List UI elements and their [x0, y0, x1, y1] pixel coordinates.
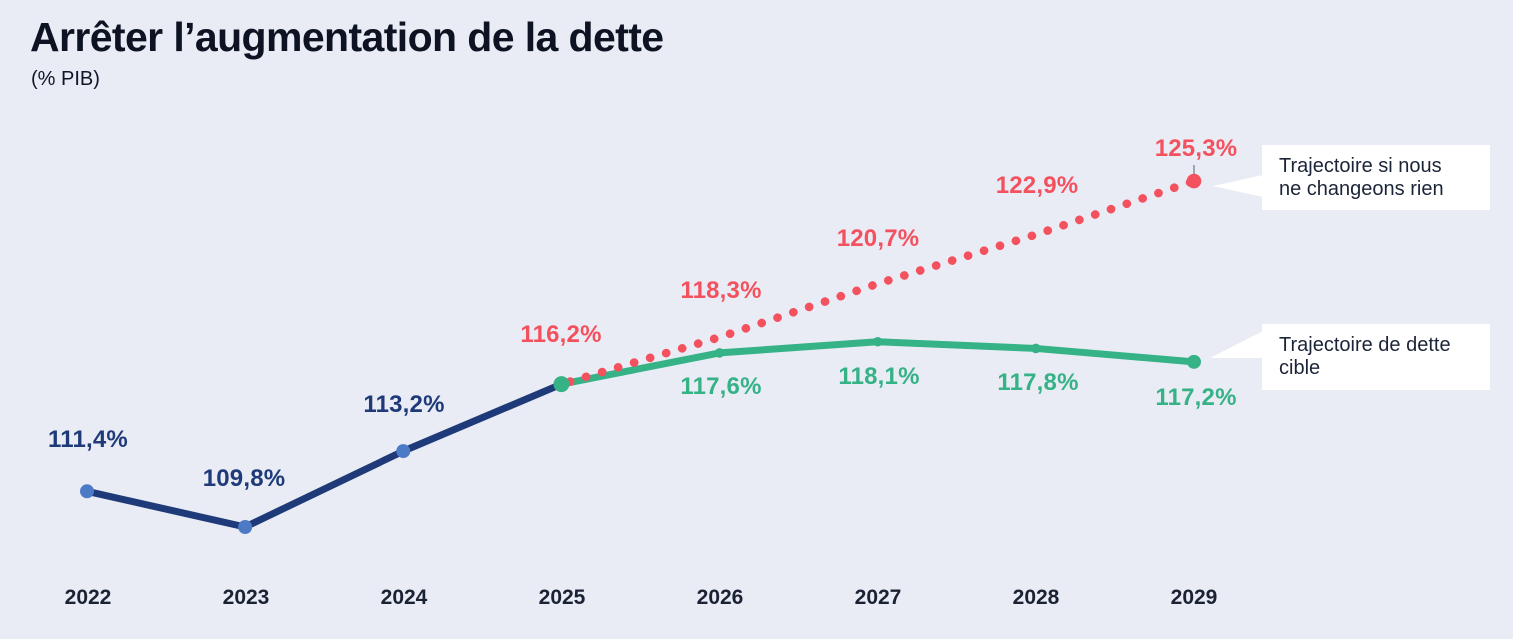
legend-callout-no-change: Trajectoire si nous ne changeons rien [1262, 145, 1490, 210]
legend-target-line2: cible [1279, 357, 1321, 379]
x-tick-2027: 2027 [854, 586, 902, 609]
x-tick-2026: 2026 [696, 586, 744, 609]
x-tick-2023: 2023 [222, 586, 270, 609]
x-tick-2029: 2029 [1170, 586, 1218, 609]
callout-tail-no-change [1213, 175, 1263, 197]
data-label-2024-historical: 113,2% [363, 391, 445, 418]
callout-tail-target [1210, 331, 1263, 358]
data-label-2029-no-change: 125,3% [1154, 135, 1238, 162]
legend-no-change-line2: ne changeons rien [1279, 177, 1444, 200]
x-tick-2022: 2022 [64, 586, 112, 609]
data-label-2026-target: 117,6% [680, 373, 762, 400]
x-tick-2025: 2025 [538, 586, 586, 609]
legend-target-line1: Trajectoire de dette [1279, 334, 1451, 356]
data-label-2028-target: 117,8% [997, 369, 1079, 396]
legend-no-change-line1: Trajectoire si nous [1279, 154, 1442, 177]
data-label-2029-target: 117,2% [1155, 384, 1237, 411]
page-title: Arrêter l’augmentation de la dette [30, 14, 664, 60]
legend-callout-target: Trajectoire de dette cible [1262, 324, 1490, 390]
data-label-2027-target: 118,1% [838, 363, 920, 390]
x-tick-2024: 2024 [380, 586, 428, 609]
series-lines [80, 165, 1202, 534]
data-label-2025-no-change: 116,2% [520, 321, 602, 348]
x-tick-2028: 2028 [1012, 586, 1060, 609]
data-label-2023-historical: 109,8% [202, 465, 286, 492]
data-label-2022-historical: 111,4% [48, 426, 128, 453]
data-label-2028-no-change: 122,9% [995, 172, 1079, 199]
data-label-2026-no-change: 118,3% [680, 277, 762, 304]
data-label-2027-no-change: 120,7% [836, 225, 920, 252]
page-subtitle: (% PIB) [31, 68, 100, 90]
